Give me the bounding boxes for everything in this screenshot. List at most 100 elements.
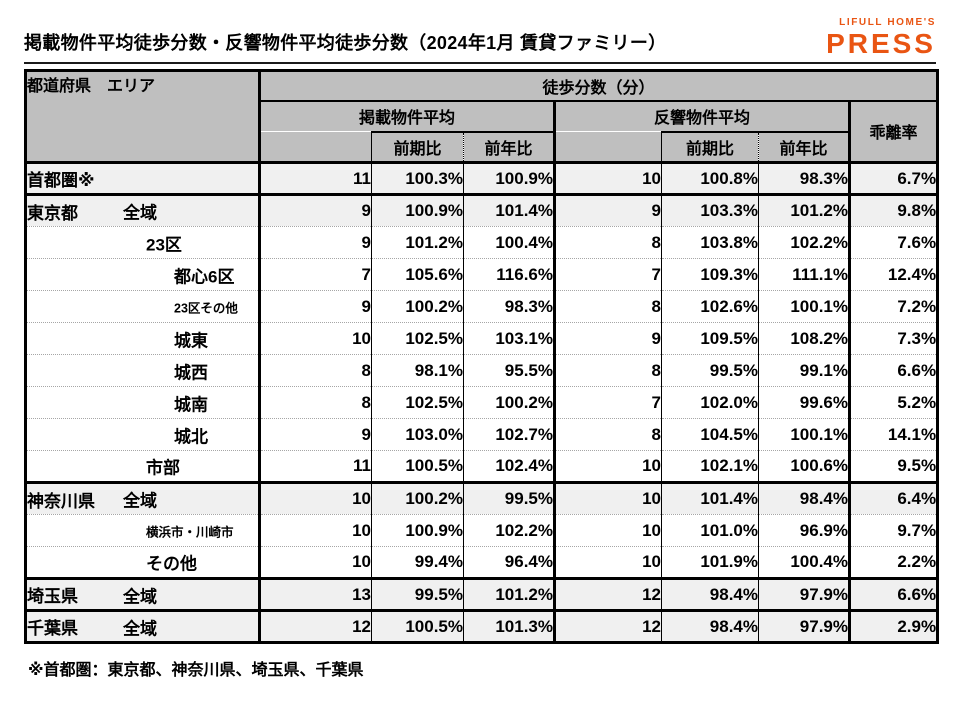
listed-prev-year-value: 98.3%	[463, 290, 556, 323]
area-cell: 神奈川県 全域	[25, 481, 261, 515]
response-prev-year-value: 98.4%	[758, 481, 851, 515]
table-row: 城西 8 98.1% 95.5% 8 99.5% 99.1% 6.6%	[25, 354, 938, 387]
prefecture-label: 神奈川県	[27, 491, 95, 511]
deviation-value: 6.7%	[849, 161, 938, 195]
listed-prev-year-value: 116.6%	[463, 258, 556, 291]
response-avg-value: 10	[554, 546, 662, 579]
listed-prev-year-value: 102.4%	[463, 450, 556, 483]
listed-prev-period-value: 100.5%	[371, 450, 464, 483]
listed-prev-period-value: 102.5%	[371, 322, 464, 355]
response-prev-period-value: 98.4%	[661, 577, 759, 611]
table-row: 都心6区 7 105.6% 116.6% 7 109.3% 111.1% 12.…	[25, 258, 938, 291]
deviation-value: 12.4%	[849, 258, 938, 291]
response-prev-year-value: 97.9%	[758, 609, 851, 643]
area-label: 全域	[123, 203, 157, 223]
deviation-value: 2.9%	[849, 609, 938, 643]
response-prev-year-value: 111.1%	[758, 258, 851, 291]
listed-avg-value: 8	[259, 386, 372, 419]
response-avg-value: 7	[554, 258, 662, 291]
response-avg-header: 反響物件平均	[554, 100, 851, 132]
listed-prev-year-value: 103.1%	[463, 322, 556, 355]
listed-prev-period-value: 100.3%	[371, 161, 464, 195]
listed-prev-period-value: 100.9%	[371, 514, 464, 547]
prefecture-label: 千葉県	[27, 619, 78, 638]
area-cell: 横浜市・川崎市	[25, 514, 261, 547]
response-prev-year-value: 100.4%	[758, 546, 851, 579]
listed-avg-value: 10	[259, 481, 372, 515]
response-avg-value: 8	[554, 290, 662, 323]
table-row: 城東 10 102.5% 103.1% 9 109.5% 108.2% 7.3%	[25, 322, 938, 355]
response-prev-period-value: 100.8%	[661, 161, 759, 195]
listed-avg-header: 掲載物件平均	[259, 100, 556, 132]
footnote: ※首都圏：東京都、神奈川県、埼玉県、千葉県	[28, 662, 364, 679]
listed-prev-period-value: 100.2%	[371, 290, 464, 323]
listed-avg-value: 10	[259, 514, 372, 547]
area-label: 都心6区	[174, 267, 235, 286]
listed-prev-period-value: 102.5%	[371, 386, 464, 419]
table-row: 首都圏※ 11 100.3% 100.9% 10 100.8% 98.3% 6.…	[25, 161, 938, 195]
corner-header: 都道府県 エリア	[25, 70, 261, 164]
listed-prev-year-value: 100.2%	[463, 386, 556, 419]
deviation-value: 9.5%	[849, 450, 938, 483]
deviation-value: 7.2%	[849, 290, 938, 323]
listed-prev-period-value: 98.1%	[371, 354, 464, 387]
listed-prev-period-value: 100.2%	[371, 481, 464, 515]
listed-avg-value: 7	[259, 258, 372, 291]
table-row: 千葉県 全域 12 100.5% 101.3% 12 98.4% 97.9% 2…	[25, 609, 938, 643]
response-prev-period-value: 102.6%	[661, 290, 759, 323]
listed-prev-period-value: 105.6%	[371, 258, 464, 291]
walk-minutes-header: 徒歩分数（分）	[259, 70, 938, 102]
listed-prev-period-value: 99.5%	[371, 577, 464, 611]
listed-prev-year-value: 95.5%	[463, 354, 556, 387]
response-prev-period-value: 101.9%	[661, 546, 759, 579]
listed-avg-value: 9	[259, 290, 372, 323]
area-cell: 都心6区	[25, 258, 261, 291]
deviation-value: 6.6%	[849, 577, 938, 611]
header-row-3: 前期比 前年比 前期比 前年比	[26, 130, 938, 164]
response-prev-period-value: 102.1%	[661, 450, 759, 483]
response-avg-value: 12	[554, 609, 662, 643]
response-prev-year-value: 100.1%	[758, 290, 851, 323]
logo-press-text: PRESS	[826, 28, 936, 59]
listed-prev-year-value: 101.3%	[463, 609, 556, 643]
listed-prev-period-value: 103.0%	[371, 418, 464, 451]
header-row-1: 都道府県 エリア 徒歩分数（分）	[25, 70, 938, 164]
listed-value-subheader-empty	[259, 131, 372, 164]
area-cell: 城北	[25, 418, 261, 451]
area-label: 全域	[123, 587, 157, 606]
listed-avg-value: 10	[259, 322, 372, 355]
title-bar: 掲載物件平均徒歩分数・反響物件平均徒歩分数（2024年1月 賃貸ファミリー） L…	[24, 0, 936, 64]
header-row-2: 掲載物件平均 反響物件平均 乖離率	[26, 100, 938, 164]
area-cell: 城西	[25, 354, 261, 387]
area-label: 城東	[174, 331, 208, 350]
area-cell: 埼玉県 全域	[25, 577, 261, 611]
listed-prev-year-value: 101.4%	[463, 193, 556, 227]
table-row: 横浜市・川崎市 10 100.9% 102.2% 10 101.0% 96.9%…	[25, 514, 938, 547]
area-label: 全域	[123, 619, 157, 638]
response-prev-period-value: 102.0%	[661, 386, 759, 419]
listed-prev-year-value: 99.5%	[463, 481, 556, 515]
table-row: 東京都 全域 9 100.9% 101.4% 9 103.3% 101.2% 9…	[25, 193, 938, 227]
response-prev-year-header: 前年比	[758, 130, 850, 164]
listed-avg-value: 8	[259, 354, 372, 387]
area-label: その他	[146, 554, 197, 574]
table-row: 23区その他 9 100.2% 98.3% 8 102.6% 100.1% 7.…	[25, 290, 938, 323]
area-cell: 23区その他	[25, 290, 261, 323]
listed-avg-value: 11	[259, 450, 372, 483]
table-row: 神奈川県 全域 10 100.2% 99.5% 10 101.4% 98.4% …	[25, 481, 938, 515]
response-prev-year-value: 99.1%	[758, 354, 851, 387]
area-label: 全域	[123, 491, 157, 511]
listed-avg-value: 9	[259, 193, 372, 227]
area-cell: 市部	[25, 450, 261, 483]
listed-prev-period-value: 99.4%	[371, 546, 464, 579]
area-cell: 城東	[25, 322, 261, 355]
deviation-value: 7.6%	[849, 226, 938, 259]
deviation-value: 9.8%	[849, 193, 938, 227]
response-prev-year-value: 98.3%	[758, 161, 851, 195]
prefecture-label: 東京都	[27, 203, 78, 223]
response-prev-year-value: 102.2%	[758, 226, 851, 259]
deviation-value: 6.6%	[849, 354, 938, 387]
response-avg-value: 10	[554, 450, 662, 483]
logo-lifull-homes-text: LIFULL HOME'S	[839, 17, 936, 28]
listed-prev-year-value: 101.2%	[463, 577, 556, 611]
